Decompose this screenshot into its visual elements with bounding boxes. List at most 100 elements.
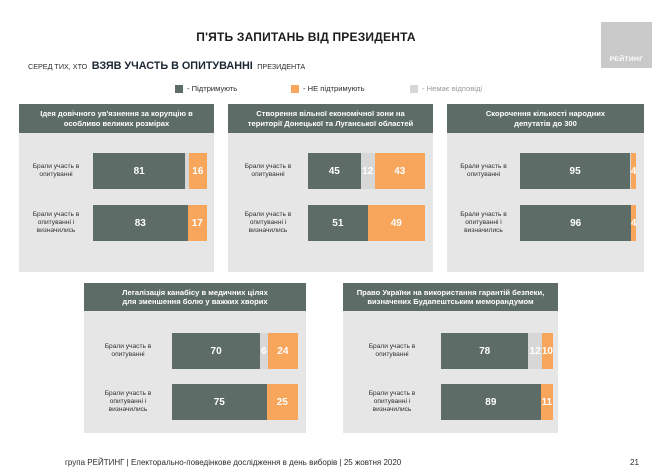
slide-title: П'ЯТЬ ЗАПИТАНЬ ВІД ПРЕЗИДЕНТА [196, 30, 416, 44]
stacked-bar: 51 49 [308, 205, 425, 241]
bar-segment-support: 75 [172, 384, 267, 420]
bar-segment-support: 81 [93, 153, 186, 189]
bar-segment-oppose: 10 [541, 333, 553, 369]
chart-title: Скорочення кількості народних депутатів … [447, 104, 644, 133]
bar-value-label: 24 [277, 345, 289, 357]
row-label-box: Брали участь в опитуванні [343, 333, 441, 369]
chart-row-participated-decided: Брали участь в опитуванні і визначились … [84, 384, 298, 420]
chart-panel-reduce-mps: Скорочення кількості народних депутатів … [447, 104, 644, 272]
bar-value-label: 95 [569, 165, 581, 177]
bar-value-label: 16 [192, 165, 204, 177]
chart-row-participated: Брали участь в опитуванні 95 4 [447, 153, 636, 189]
bar-segment-oppose: 43 [374, 153, 425, 189]
bar-segment-oppose: 17 [187, 205, 207, 241]
row-label: Брали участь в опитуванні і визначились [368, 390, 416, 413]
subtitle-prefix: СЕРЕД ТИХ, ХТО [28, 62, 88, 71]
row-label-box: Брали участь в опитуванні і визначились [84, 384, 172, 420]
chart-title: Легалізація канабісу в медичних цілях дл… [84, 283, 306, 311]
legend-swatch-no-answer [410, 84, 418, 93]
rating-logo: РЕЙТИНГ [601, 22, 652, 68]
bar-value-label: 43 [394, 165, 406, 177]
bar-segment-support: 95 [520, 153, 631, 189]
bar-value-label: 96 [570, 217, 582, 229]
row-label-box: Брали участь в опитуванні [447, 153, 520, 189]
row-label: Брали участь в опитуванні і визначились [32, 211, 80, 234]
bar-segment-no-answer: 6 [260, 333, 268, 369]
legend-swatch-oppose [291, 84, 299, 93]
row-label-box: Брали участь в опитуванні [84, 333, 172, 369]
row-label-box: Брали участь в опитуванні і визначились [19, 205, 93, 241]
bar-segment-no-answer [630, 153, 632, 189]
chart-title: Право України на використання гарантій б… [343, 283, 558, 311]
bar-value-label: 89 [485, 396, 497, 408]
bar-segment-oppose: 4 [631, 153, 636, 189]
bar-value-label: 25 [276, 396, 288, 408]
row-label-box: Брали участь в опитуванні і визначились [447, 205, 520, 241]
stacked-bar: 83 17 [93, 205, 207, 241]
bar-value-label: 17 [191, 217, 203, 229]
chart-row-participated-decided: Брали участь в опитуванні і визначились … [447, 205, 636, 241]
chart-row-participated-decided: Брали участь в опитуванні і визначились … [19, 205, 207, 241]
chart-row-participated-decided: Брали участь в опитуванні і визначились … [228, 205, 425, 241]
row-label: Брали участь в опитуванні і визначились [104, 390, 152, 413]
row-label: Брали участь в опитуванні [32, 163, 80, 178]
stacked-bar: 81 16 [93, 153, 207, 189]
page-number: 21 [630, 458, 639, 467]
row-label: Брали участь в опитуванні [104, 343, 152, 358]
stacked-bar: 89 11 [441, 384, 553, 420]
bar-value-label: 12 [529, 345, 541, 357]
row-label-box: Брали участь в опитуванні [19, 153, 93, 189]
chart-row-participated: Брали участь в опитуванні 78 12 10 [343, 333, 553, 369]
bar-segment-oppose: 16 [188, 153, 207, 189]
bar-segment-oppose: 49 [367, 205, 425, 241]
chart-panel-free-economic-zone: Створення вільної економічної зони на те… [228, 104, 433, 272]
footer-source: група РЕЙТИНГ | Електорально-поведінкове… [65, 458, 402, 467]
bar-segment-no-answer [185, 153, 189, 189]
bar-value-label: 49 [390, 217, 402, 229]
bar-segment-support: 96 [520, 205, 632, 241]
bar-segment-support: 78 [441, 333, 529, 369]
chart-row-participated: Брали участь в опитуванні 81 16 [19, 153, 207, 189]
bar-segment-no-answer: 12 [360, 153, 375, 189]
row-label-box: Брали участь в опитуванні [228, 153, 308, 189]
legend-label-support: - Підтримують [187, 84, 238, 93]
row-label: Брали участь в опитуванні [244, 163, 292, 178]
stacked-bar: 45 12 43 [308, 153, 425, 189]
row-label: Брали участь в опитуванні [368, 343, 416, 358]
stacked-bar: 75 25 [172, 384, 298, 420]
bar-segment-support: 51 [308, 205, 368, 241]
row-label: Брали участь в опитуванні [460, 163, 507, 178]
chart-panel-life-imprisonment: Ідея довічного ув'язнення за корупцію в … [19, 104, 214, 272]
bar-segment-oppose: 4 [631, 205, 636, 241]
row-label: Брали участь в опитуванні і визначились [244, 211, 292, 234]
bar-value-label: 4 [630, 165, 637, 177]
row-label-box: Брали участь в опитуванні і визначились [343, 384, 441, 420]
chart-row-participated-decided: Брали участь в опитуванні і визначились … [343, 384, 553, 420]
bar-value-label: 4 [630, 217, 637, 229]
chart-title: Створення вільної економічної зони на те… [228, 104, 433, 133]
chart-panel-budapest-memorandum: Право України на використання гарантій б… [343, 283, 558, 433]
bar-value-label: 83 [134, 217, 146, 229]
bar-segment-oppose: 24 [267, 333, 298, 369]
bar-segment-oppose: 11 [540, 384, 553, 420]
bar-value-label: 81 [133, 165, 145, 177]
bar-value-label: 10 [541, 345, 553, 357]
bar-segment-no-answer: 12 [528, 333, 542, 369]
bar-value-label: 78 [479, 345, 491, 357]
chart-panel-medical-cannabis: Легалізація канабісу в медичних цілях дл… [84, 283, 306, 433]
bar-value-label: 70 [210, 345, 222, 357]
chart-title: Ідея довічного ув'язнення за корупцію в … [19, 104, 214, 133]
legend-swatch-support [175, 84, 183, 93]
bar-value-label: 45 [328, 165, 340, 177]
legend-item-no-answer: - Немає відповіді [410, 84, 482, 93]
bar-value-label: 75 [213, 396, 225, 408]
bar-segment-support: 89 [441, 384, 541, 420]
bar-value-label: 51 [332, 217, 344, 229]
bar-segment-support: 70 [172, 333, 261, 369]
row-label-box: Брали участь в опитуванні і визначились [228, 205, 308, 241]
logo-text: РЕЙТИНГ [609, 56, 644, 63]
bar-segment-oppose: 25 [266, 384, 298, 420]
bar-value-label: 6 [261, 345, 267, 357]
stacked-bar: 95 4 [520, 153, 636, 189]
